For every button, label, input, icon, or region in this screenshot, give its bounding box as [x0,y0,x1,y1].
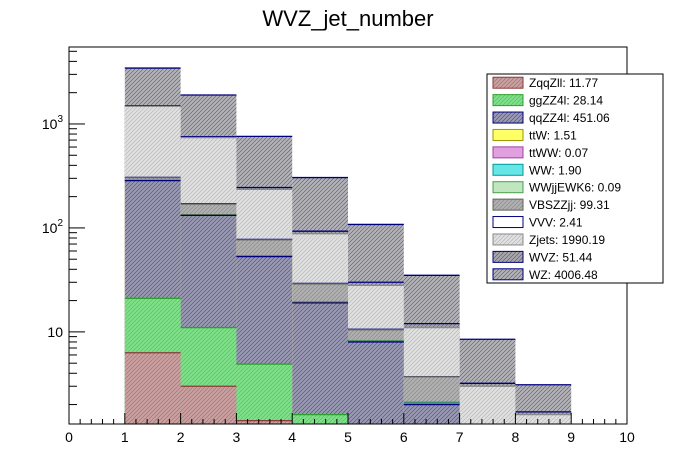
chart-title: WVZ_jet_number [262,6,433,31]
legend-swatch-zjets [492,233,524,246]
bar-zjets-bin-7 [459,386,516,424]
bar-zqqzll-bin-1 [124,352,181,424]
legend-swatch-ttww [492,146,524,159]
bar-qqzz4l-bin-6 [403,404,460,424]
legend-swatch-vbszzjj [492,198,524,211]
legend-swatch-wwjjewk6 [492,181,524,194]
legend-label-zjets: Zjets: 1990.19 [529,233,605,247]
y-tick-label: 10 [47,324,63,340]
x-tick-label: 2 [177,429,185,445]
x-tick-label: 5 [344,429,352,445]
x-tick-label: 7 [456,429,464,445]
bar-zqqzll-bin-3 [236,420,293,424]
legend-label-vbszzjj: VBSZZjj: 99.31 [529,198,610,212]
legend-swatch-qqzz4l [492,111,524,124]
legend-swatch-ggzz4l [492,94,524,107]
legend-swatch-ttw [492,128,524,141]
legend-label-zqqzll: ZqqZll: 11.77 [529,76,598,90]
y-axis: 10 102 103 [42,50,85,406]
legend-swatch-zqqzll [492,76,524,89]
x-tick-label: 3 [233,429,241,445]
legend-swatch-wvz [492,250,524,263]
x-tick-label: 8 [512,429,520,445]
x-axis: 0 1 2 3 4 5 6 7 8 9 10 [65,413,635,445]
y-tick-label: 102 [42,218,64,236]
legend-swatch-ww [492,163,524,176]
legend-label-vvv: VVV: 2.41 [529,216,583,230]
legend-label-qqzz4l: qqZZ4l: 451.06 [529,111,610,125]
legend-box [486,73,664,284]
legend-label-ww: WW: 1.90 [529,163,582,177]
legend-label-wwjjewk6: WWjjEWK6: 0.09 [529,181,621,195]
x-tick-label: 4 [288,429,296,445]
legend-label-ttww: ttWW: 0.07 [529,146,588,160]
legend: ZqqZll: 11.77 ggZZ4l: 28.14 qqZZ4l: 451.06… [486,73,664,284]
bar-zqqzll-bin-2 [180,386,237,424]
legend-label-ttw: ttW: 1.51 [529,128,577,142]
y-tick-label: 103 [42,114,64,132]
x-tick-label: 9 [567,429,575,445]
bar-ggzz4l-bin-4 [292,414,348,424]
legend-swatch-vvv [492,216,524,229]
bar-zjets-bin-8 [515,414,572,424]
legend-swatch-wz [492,268,524,281]
legend-label-wz: WZ: 4006.48 [529,268,598,282]
bar-ggzz4l-bin-3 [236,364,293,424]
bar-qqzz4l-bin-4 [292,302,348,424]
series-zqqzll [124,352,293,424]
x-tick-label: 6 [400,429,408,445]
x-tick-label: 0 [65,429,73,445]
x-tick-label: 10 [619,429,635,445]
bar-qqzz4l-bin-5 [348,341,404,424]
legend-label-ggzz4l: ggZZ4l: 28.14 [529,94,603,108]
legend-label-wvz: WVZ: 51.44 [529,250,593,264]
x-tick-label: 1 [121,429,129,445]
histogram-stack [124,67,572,425]
